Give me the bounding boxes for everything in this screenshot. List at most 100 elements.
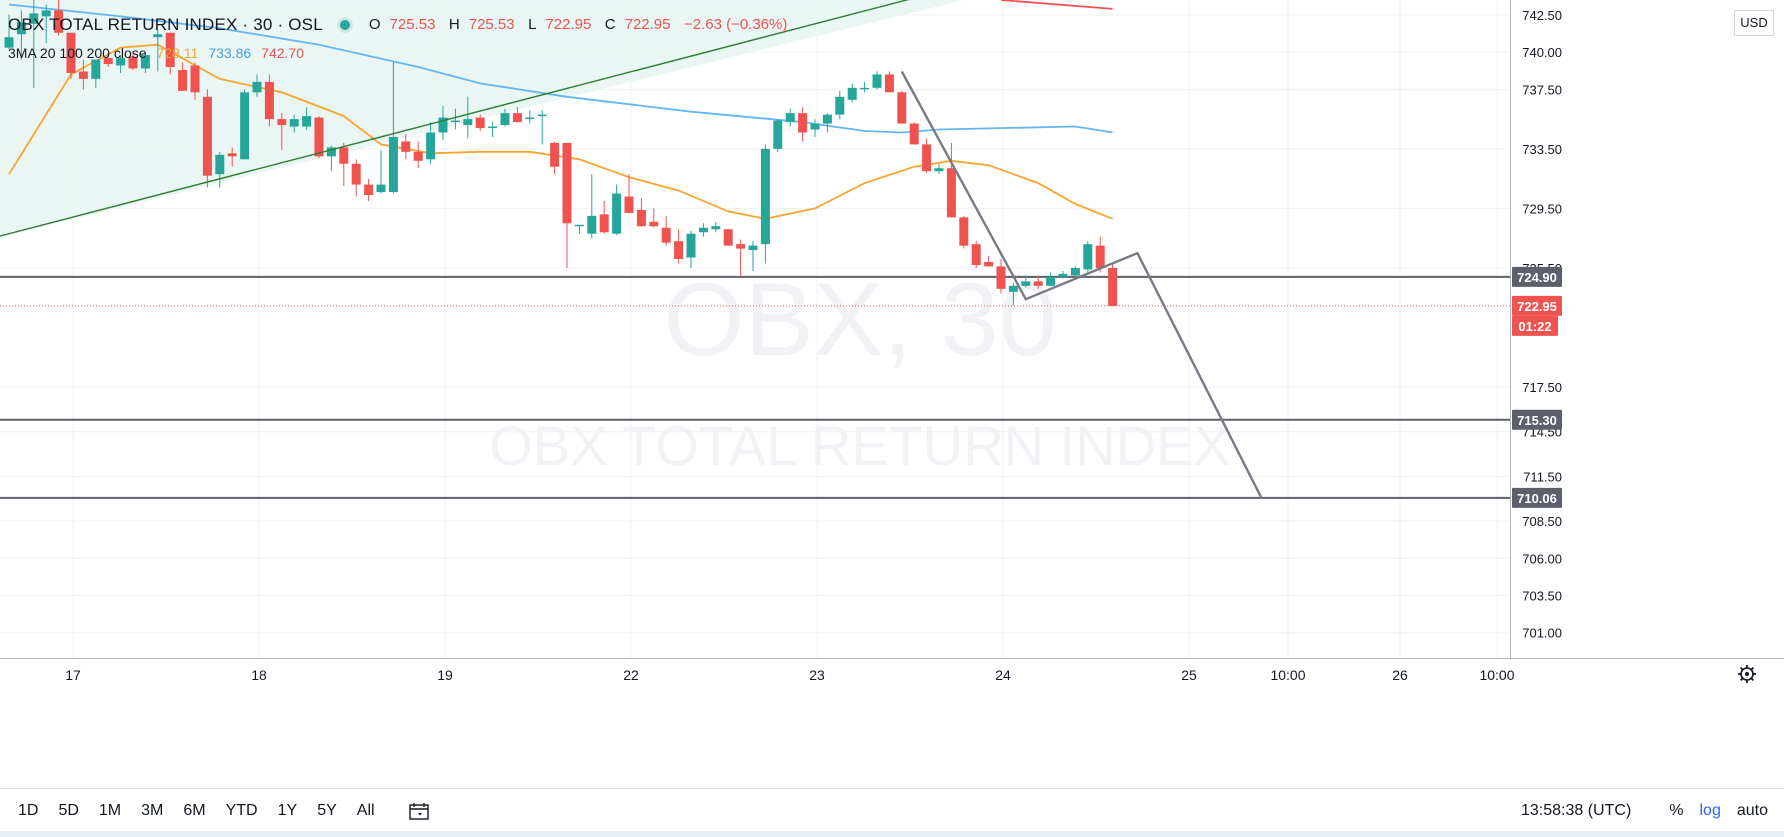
candle bbox=[574, 224, 584, 234]
candle bbox=[996, 259, 1006, 294]
candle-body bbox=[599, 214, 609, 233]
candle bbox=[41, 4, 51, 44]
ma-line bbox=[8, 43, 1113, 220]
x-tick-label: 17 bbox=[65, 667, 81, 683]
candle-body bbox=[1033, 281, 1043, 286]
candle-body bbox=[215, 154, 225, 175]
candle bbox=[450, 108, 460, 130]
candle bbox=[711, 221, 721, 233]
candle-body bbox=[872, 74, 882, 88]
candle bbox=[165, 32, 175, 75]
settings-gear-icon[interactable] bbox=[1738, 665, 1756, 683]
candle bbox=[550, 141, 560, 175]
candle-body bbox=[16, 22, 26, 35]
candle-body bbox=[1095, 245, 1105, 268]
ma100-value: 733.86 bbox=[208, 45, 252, 61]
range-5d[interactable]: 5D bbox=[58, 801, 79, 819]
drawings[interactable] bbox=[0, 0, 1263, 499]
candle bbox=[153, 29, 163, 72]
candle-body bbox=[29, 13, 39, 24]
ohlc-values: O 725.53 H 725.53 L 722.95 C 722.95 −2.63 (−… bbox=[368, 16, 788, 33]
range-3m[interactable]: 3M bbox=[141, 801, 164, 819]
y-tick-label: 737.50 bbox=[1522, 82, 1562, 97]
trendline-shade bbox=[0, 0, 964, 251]
candle bbox=[426, 122, 436, 164]
candle-body bbox=[785, 113, 795, 123]
candle-body bbox=[934, 168, 944, 172]
log-toggle[interactable]: log bbox=[1699, 801, 1721, 819]
candle bbox=[959, 215, 969, 249]
bottom-toolbar: 1D 5D 1M 3M 6M YTD 1Y 5Y All 13:58:38 (U… bbox=[0, 788, 1784, 832]
candle-body bbox=[153, 34, 163, 38]
price-tag-bg bbox=[1512, 266, 1562, 287]
candle-body bbox=[165, 32, 175, 67]
candle-body bbox=[376, 184, 386, 193]
ma20-value: 728.11 bbox=[156, 45, 199, 61]
candle-body bbox=[438, 117, 448, 133]
candle-body bbox=[500, 113, 510, 126]
go-to-date-icon[interactable] bbox=[408, 802, 431, 820]
symbol-title[interactable]: OBX TOTAL RETURN INDEX · 30 · OSL bbox=[8, 15, 323, 34]
candle-body bbox=[488, 126, 498, 129]
percent-toggle[interactable]: % bbox=[1669, 801, 1684, 819]
candle bbox=[785, 108, 795, 127]
candle bbox=[723, 229, 733, 246]
candle-body bbox=[277, 119, 287, 126]
candle bbox=[897, 90, 907, 124]
candle bbox=[971, 241, 981, 268]
candle-body bbox=[587, 215, 597, 234]
candle bbox=[934, 163, 944, 175]
price-tag-label: 710.06 bbox=[1517, 491, 1557, 506]
price-tag: 710.06 bbox=[1512, 487, 1562, 508]
range-6m[interactable]: 6M bbox=[183, 801, 206, 819]
clock[interactable]: 13:58:38 (UTC) bbox=[1521, 801, 1632, 819]
candle bbox=[364, 178, 374, 201]
y-tick-label: 711.50 bbox=[1523, 469, 1562, 484]
range-1y[interactable]: 1Y bbox=[277, 801, 298, 819]
candle bbox=[1070, 266, 1080, 279]
candle bbox=[562, 142, 572, 268]
candle-body bbox=[971, 244, 981, 265]
candle-body bbox=[822, 114, 832, 124]
range-ytd[interactable]: YTD bbox=[225, 801, 258, 819]
candle-body bbox=[550, 142, 560, 167]
candle bbox=[1046, 272, 1056, 286]
candle-body bbox=[909, 123, 919, 145]
candle bbox=[748, 241, 758, 271]
candle bbox=[822, 113, 832, 133]
candle bbox=[636, 197, 646, 227]
candle bbox=[289, 114, 299, 133]
candle-body bbox=[996, 266, 1006, 289]
candle bbox=[227, 147, 237, 167]
candle bbox=[103, 53, 113, 67]
candle bbox=[277, 113, 287, 151]
candle bbox=[661, 215, 671, 246]
range-all[interactable]: All bbox=[356, 801, 375, 819]
indicator-label[interactable]: 3MA 20 100 200 close bbox=[8, 45, 147, 61]
candle bbox=[178, 62, 188, 91]
range-1m[interactable]: 1M bbox=[98, 801, 122, 819]
watermark-symbol: OBX, 30 bbox=[663, 262, 1056, 378]
candle-body bbox=[1008, 285, 1018, 292]
candle bbox=[525, 110, 535, 124]
candle bbox=[599, 200, 609, 234]
auto-toggle[interactable]: auto bbox=[1736, 801, 1768, 819]
indicator-legend[interactable]: 3MA 20 100 200 close 728.11 733.86 742.7… bbox=[8, 41, 787, 65]
candle-body bbox=[302, 116, 312, 127]
candle-body bbox=[426, 132, 436, 160]
price-chart[interactable]: OBX, 30 OBX TOTAL RETURN INDEX 17 18 19 22 2… bbox=[0, 0, 1784, 788]
ma200-value: 742.70 bbox=[261, 45, 304, 61]
range-1d[interactable]: 1D bbox=[18, 801, 39, 819]
candle-body bbox=[537, 114, 547, 117]
candle bbox=[1021, 275, 1031, 288]
horizontal-lines[interactable] bbox=[0, 275, 1510, 499]
candle bbox=[686, 230, 696, 268]
range-5y[interactable]: 5Y bbox=[317, 801, 337, 819]
candle bbox=[438, 105, 448, 140]
price-tag-bg bbox=[1512, 409, 1562, 430]
currency-button[interactable]: USD bbox=[1734, 10, 1774, 36]
candle-body bbox=[847, 87, 857, 100]
candle-body bbox=[810, 123, 820, 130]
candle bbox=[4, 14, 14, 50]
